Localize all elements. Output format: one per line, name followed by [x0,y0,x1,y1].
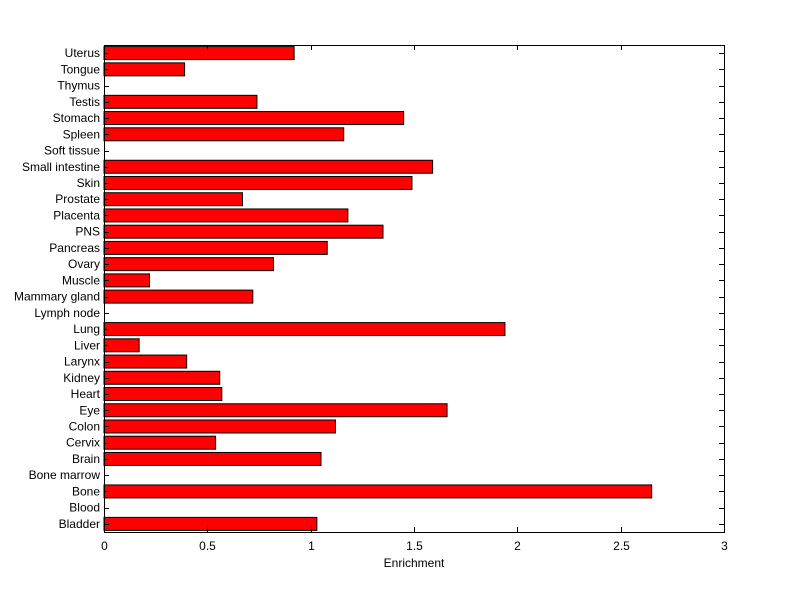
x-tick-label: 1.5 [406,539,423,553]
bar-brain [103,451,322,466]
bar-liver [103,338,140,353]
y-tick-label: Placenta [53,208,100,222]
y-tick-label: Stomach [53,111,100,125]
x-tick-label: 0.5 [199,539,216,553]
y-tick-label: Lymph node [34,306,100,320]
y-tick-label: Bladder [59,517,100,531]
bar-colon [103,419,336,434]
y-tick-label: Bone [72,484,100,498]
y-tick-label: Mammary gland [14,290,100,304]
bar-eye [103,403,448,418]
y-tick-label: Heart [71,387,101,401]
bar-tongue [103,62,186,77]
x-tick-label: 1 [308,539,315,553]
bars-group [103,46,653,531]
y-tick-label: PNS [75,225,100,239]
y-tick-label: Blood [69,501,100,515]
y-tick-label: Soft tissue [44,144,100,158]
y-tick-label: Pancreas [49,241,100,255]
bar-mammary-gland [103,289,254,304]
y-tick-label: Cervix [66,436,100,450]
bar-bone [103,484,653,499]
x-axis-label: Enrichment [384,556,445,570]
y-tick-label: Liver [74,338,100,352]
bar-heart [103,387,223,402]
plot-frame [104,45,725,533]
y-tick-label: Uterus [65,46,100,60]
bar-muscle [103,273,150,288]
x-tick-label: 2.5 [613,539,630,553]
y-tick-label: Kidney [63,371,100,385]
y-tick-labels: Bladder Blood Bone Bone marrow Brain Cervix Co… [14,46,101,531]
y-tick-label: Small intestine [22,160,100,174]
y-tick-label: Muscle [62,273,100,287]
bar-kidney [103,370,221,385]
bar-spleen [103,127,345,142]
y-tick-label: Spleen [63,127,100,141]
bar-cervix [103,435,217,450]
bar-testis [103,94,258,109]
bar-pancreas [103,240,328,255]
bar-stomach [103,111,405,126]
y-tick-label: Skin [77,176,100,190]
y-tick-label: Prostate [55,192,100,206]
x-tick-label: 3 [721,539,728,553]
bar-ovary [103,257,274,272]
y-tick-label: Tongue [61,62,101,76]
y-tick-label: Colon [69,419,100,433]
bar-small-intestine [103,159,434,174]
bar-bladder [103,516,318,531]
bar-uterus [103,46,295,61]
y-tick-label: Bone marrow [29,468,101,482]
y-tick-label: Thymus [57,79,100,93]
x-tick-label: 0 [101,539,108,553]
y-tick-label: Eye [79,403,100,417]
bar-lung [103,322,506,337]
y-tick-label: Lung [73,322,100,336]
bar-pns [103,224,384,239]
x-tick-label: 2 [514,539,521,553]
y-tick-label: Ovary [68,257,100,271]
y-tick-label: Testis [69,95,100,109]
x-tick-labels: 0 0.5 1 1.5 2 2.5 3 [101,539,728,553]
y-tick-label: Brain [72,452,100,466]
bar-prostate [103,192,243,207]
bar-placenta [103,208,349,223]
bar-skin [103,175,413,190]
y-tick-label: Larynx [64,355,100,369]
bar-larynx [103,354,188,369]
